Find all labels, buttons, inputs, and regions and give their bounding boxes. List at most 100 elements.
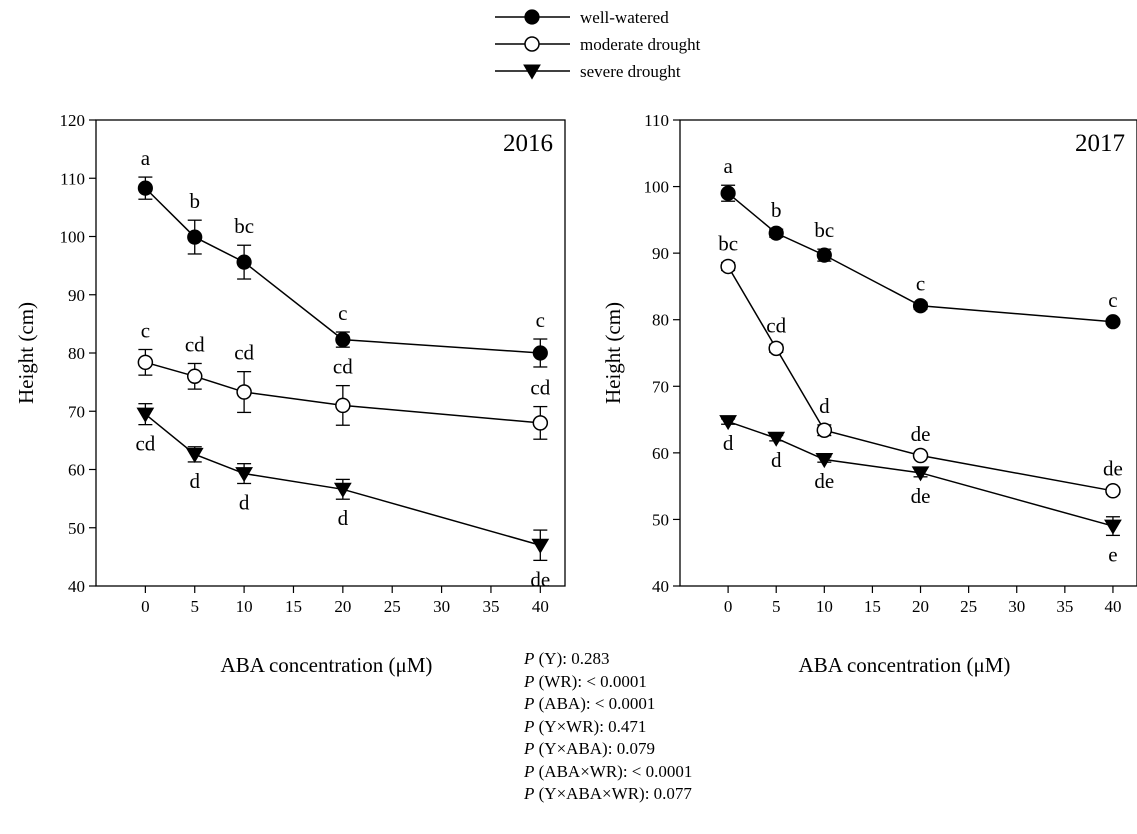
x-tick-label: 15 [285,597,302,616]
data-point [532,345,548,361]
stat-line-y-aba-wr: P (Y×ABA×WR): 0.077 [524,784,692,803]
x-tick-label: 10 [816,597,833,616]
significance-letter: cd [530,376,550,400]
data-point [720,258,736,275]
significance-letter: de [814,469,834,493]
x-tick-label: 10 [236,597,253,616]
significance-letter: c [1108,288,1117,312]
stat-line-y-wr: P (Y×WR): 0.471 [524,716,647,736]
data-point [235,467,253,483]
significance-letter: de [530,567,550,591]
data-point [335,332,351,348]
data-point [816,247,832,263]
legend: well-watered moderate drought severe droug… [495,8,701,81]
legend-marker-0 [524,9,540,25]
significance-letter: d [819,394,830,418]
y-tick-label: 100 [60,228,86,247]
significance-letter: bc [234,214,254,238]
significance-letter: a [723,154,733,178]
y-axis-label: Height (cm) [601,302,625,404]
legend-label-2: severe drought [580,62,681,81]
data-point [186,368,203,385]
significance-letter: cd [234,341,254,365]
x-axis-label: ABA concentration (μM) [799,653,1011,677]
y-tick-label: 90 [652,244,669,263]
significance-letter: d [239,490,250,514]
panel-2017: 40 50 60 70 80 90 100 110 0 5 10 15 20 25 30 35 40 ABA co… [601,111,1137,677]
y-tick-label: 70 [652,377,669,396]
x-axis-label: ABA concentration (μM) [221,653,433,677]
x-tick-label: 20 [334,597,351,616]
data-point [185,447,204,463]
x-tick-label: 5 [772,597,781,616]
y-tick-label: 50 [68,519,85,538]
panel-label: 2016 [503,130,553,157]
significance-letter: de [911,484,931,508]
data-point [719,415,737,431]
x-tick-label: 25 [384,597,401,616]
significance-letter: d [338,506,349,530]
panel-2016: 40 50 60 70 80 90 100 110 120 0 5 10 15 20 25 30 35 40 ABA… [14,111,566,677]
stat-line-wr: P (WR): < 0.0001 [524,671,647,691]
statistics-block: P (Y): 0.283 P (WR): < 0.0001 P (ABA): <… [524,648,692,806]
significance-letter: c [916,271,925,295]
significance-letter: d [723,431,734,455]
plot-frame [679,119,1137,587]
significance-letter: bc [718,231,738,255]
y-tick-label: 100 [644,178,670,197]
x-tick-label: 40 [532,597,549,616]
series-severe-drought: d d de de e [719,415,1122,566]
stat-line-aba-wr: P (ABA×WR): < 0.0001 [524,761,693,781]
data-point [768,340,784,357]
data-point [137,354,154,371]
data-point [1104,519,1122,535]
y-tick-label: 60 [68,461,85,480]
data-point [531,538,550,554]
data-point [236,384,252,400]
data-point [1105,483,1121,499]
significance-letter: de [1103,456,1123,480]
x-tick-label: 35 [482,597,499,616]
significance-letter: de [911,422,931,446]
y-tick-label: 60 [652,444,669,463]
series-moderate-drought: c cd cd cd cd [137,319,551,440]
y-tick-label: 110 [60,169,85,188]
significance-letter: cd [135,432,155,456]
data-point [912,298,929,314]
significance-letter: cd [766,313,786,337]
legend-marker-2 [523,64,541,80]
significance-letter: c [338,301,347,325]
x-tick-label: 30 [1008,597,1025,616]
stat-line-aba: P (ABA): < 0.0001 [524,694,656,713]
y-tick-label: 40 [68,577,85,596]
significance-letter: cd [333,355,353,379]
significance-letter: b [771,198,782,222]
x-tick-label: 25 [960,597,977,616]
series-line [144,187,541,354]
x-tick-label: 0 [141,597,150,616]
significance-letter: e [1108,542,1117,566]
x-tick-label: 30 [433,597,450,616]
data-point [720,185,736,201]
y-tick-label: 70 [68,402,85,421]
data-point [532,415,549,431]
significance-letter: d [189,469,200,493]
panel-label: 2017 [1075,130,1125,157]
y-tick-label: 110 [644,111,669,130]
stat-line-y-aba: P (Y×ABA): 0.079 [524,739,655,758]
data-point [768,225,784,241]
x-tick-label: 20 [912,597,929,616]
data-point [236,254,252,270]
x-tick-label: 40 [1104,597,1121,616]
data-point [333,482,352,498]
data-point [767,431,786,447]
significance-letter: d [771,448,782,472]
data-point [815,453,834,469]
y-tick-label: 40 [652,577,669,596]
data-point [136,407,155,423]
significance-letter: a [141,146,151,170]
series-severe-drought: cd d d d de [135,403,550,591]
legend-marker-1 [524,36,540,52]
